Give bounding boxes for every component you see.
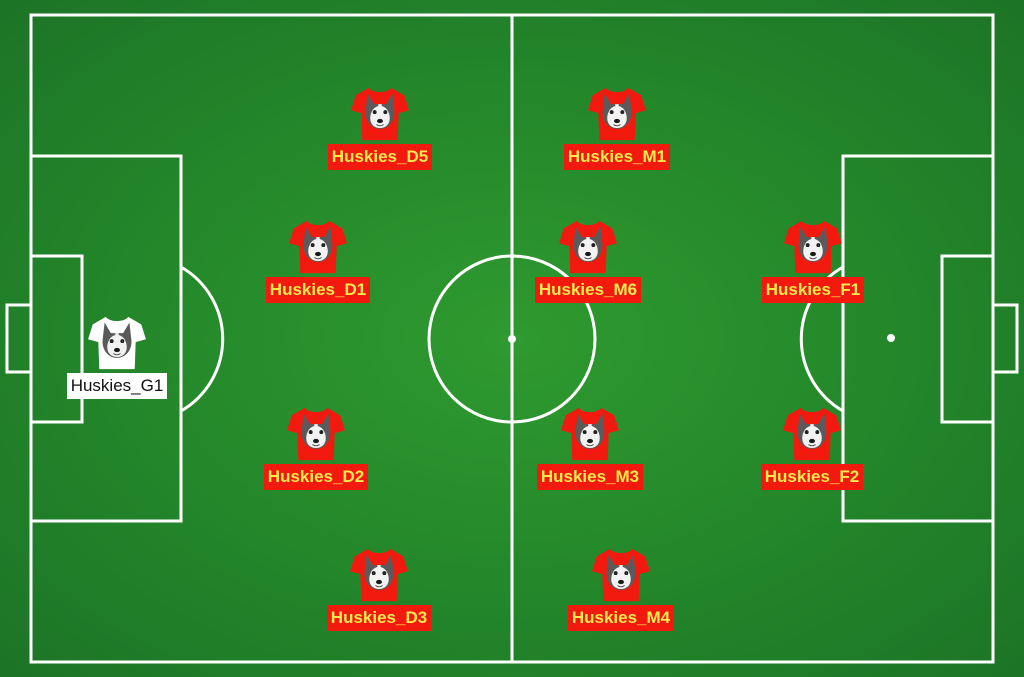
player-label: Huskies_D3	[326, 605, 432, 631]
center-circle	[427, 254, 597, 424]
player-d2[interactable]: Huskies_D2	[256, 406, 376, 490]
right-goal-area	[940, 254, 995, 424]
player-jersey	[585, 86, 649, 142]
center-spot	[508, 335, 516, 343]
player-m4[interactable]: Huskies_M4	[561, 547, 681, 631]
player-m6[interactable]: Huskies_M6	[528, 219, 648, 303]
player-label: Huskies_F1	[761, 277, 865, 303]
player-label: Huskies_F2	[760, 464, 864, 490]
player-jersey	[284, 406, 348, 462]
player-jersey	[348, 86, 412, 142]
player-label: Huskies_G1	[66, 373, 168, 399]
player-jersey	[286, 219, 350, 275]
player-label: Huskies_M6	[534, 277, 642, 303]
player-jersey	[589, 547, 653, 603]
player-label: Huskies_M1	[563, 144, 671, 170]
right-goal	[991, 303, 1019, 374]
player-label: Huskies_D5	[327, 144, 433, 170]
player-g1[interactable]: Huskies_G1	[57, 315, 177, 399]
player-label: Huskies_D2	[263, 464, 369, 490]
player-jersey	[347, 547, 411, 603]
player-jersey	[780, 406, 844, 462]
player-label: Huskies_M3	[536, 464, 644, 490]
left-penalty-arc	[180, 265, 225, 413]
player-f2[interactable]: Huskies_F2	[752, 406, 872, 490]
player-label: Huskies_D1	[265, 277, 371, 303]
player-d5[interactable]: Huskies_D5	[320, 86, 440, 170]
player-jersey	[556, 219, 620, 275]
player-f1[interactable]: Huskies_F1	[753, 219, 873, 303]
left-goal	[5, 303, 33, 374]
player-d1[interactable]: Huskies_D1	[258, 219, 378, 303]
goalkeeper-jersey	[84, 315, 150, 371]
right-penalty-spot	[887, 334, 895, 342]
player-label: Huskies_M4	[567, 605, 675, 631]
player-m3[interactable]: Huskies_M3	[530, 406, 650, 490]
player-jersey	[781, 219, 845, 275]
player-jersey	[558, 406, 622, 462]
player-m1[interactable]: Huskies_M1	[557, 86, 677, 170]
player-d3[interactable]: Huskies_D3	[319, 547, 439, 631]
